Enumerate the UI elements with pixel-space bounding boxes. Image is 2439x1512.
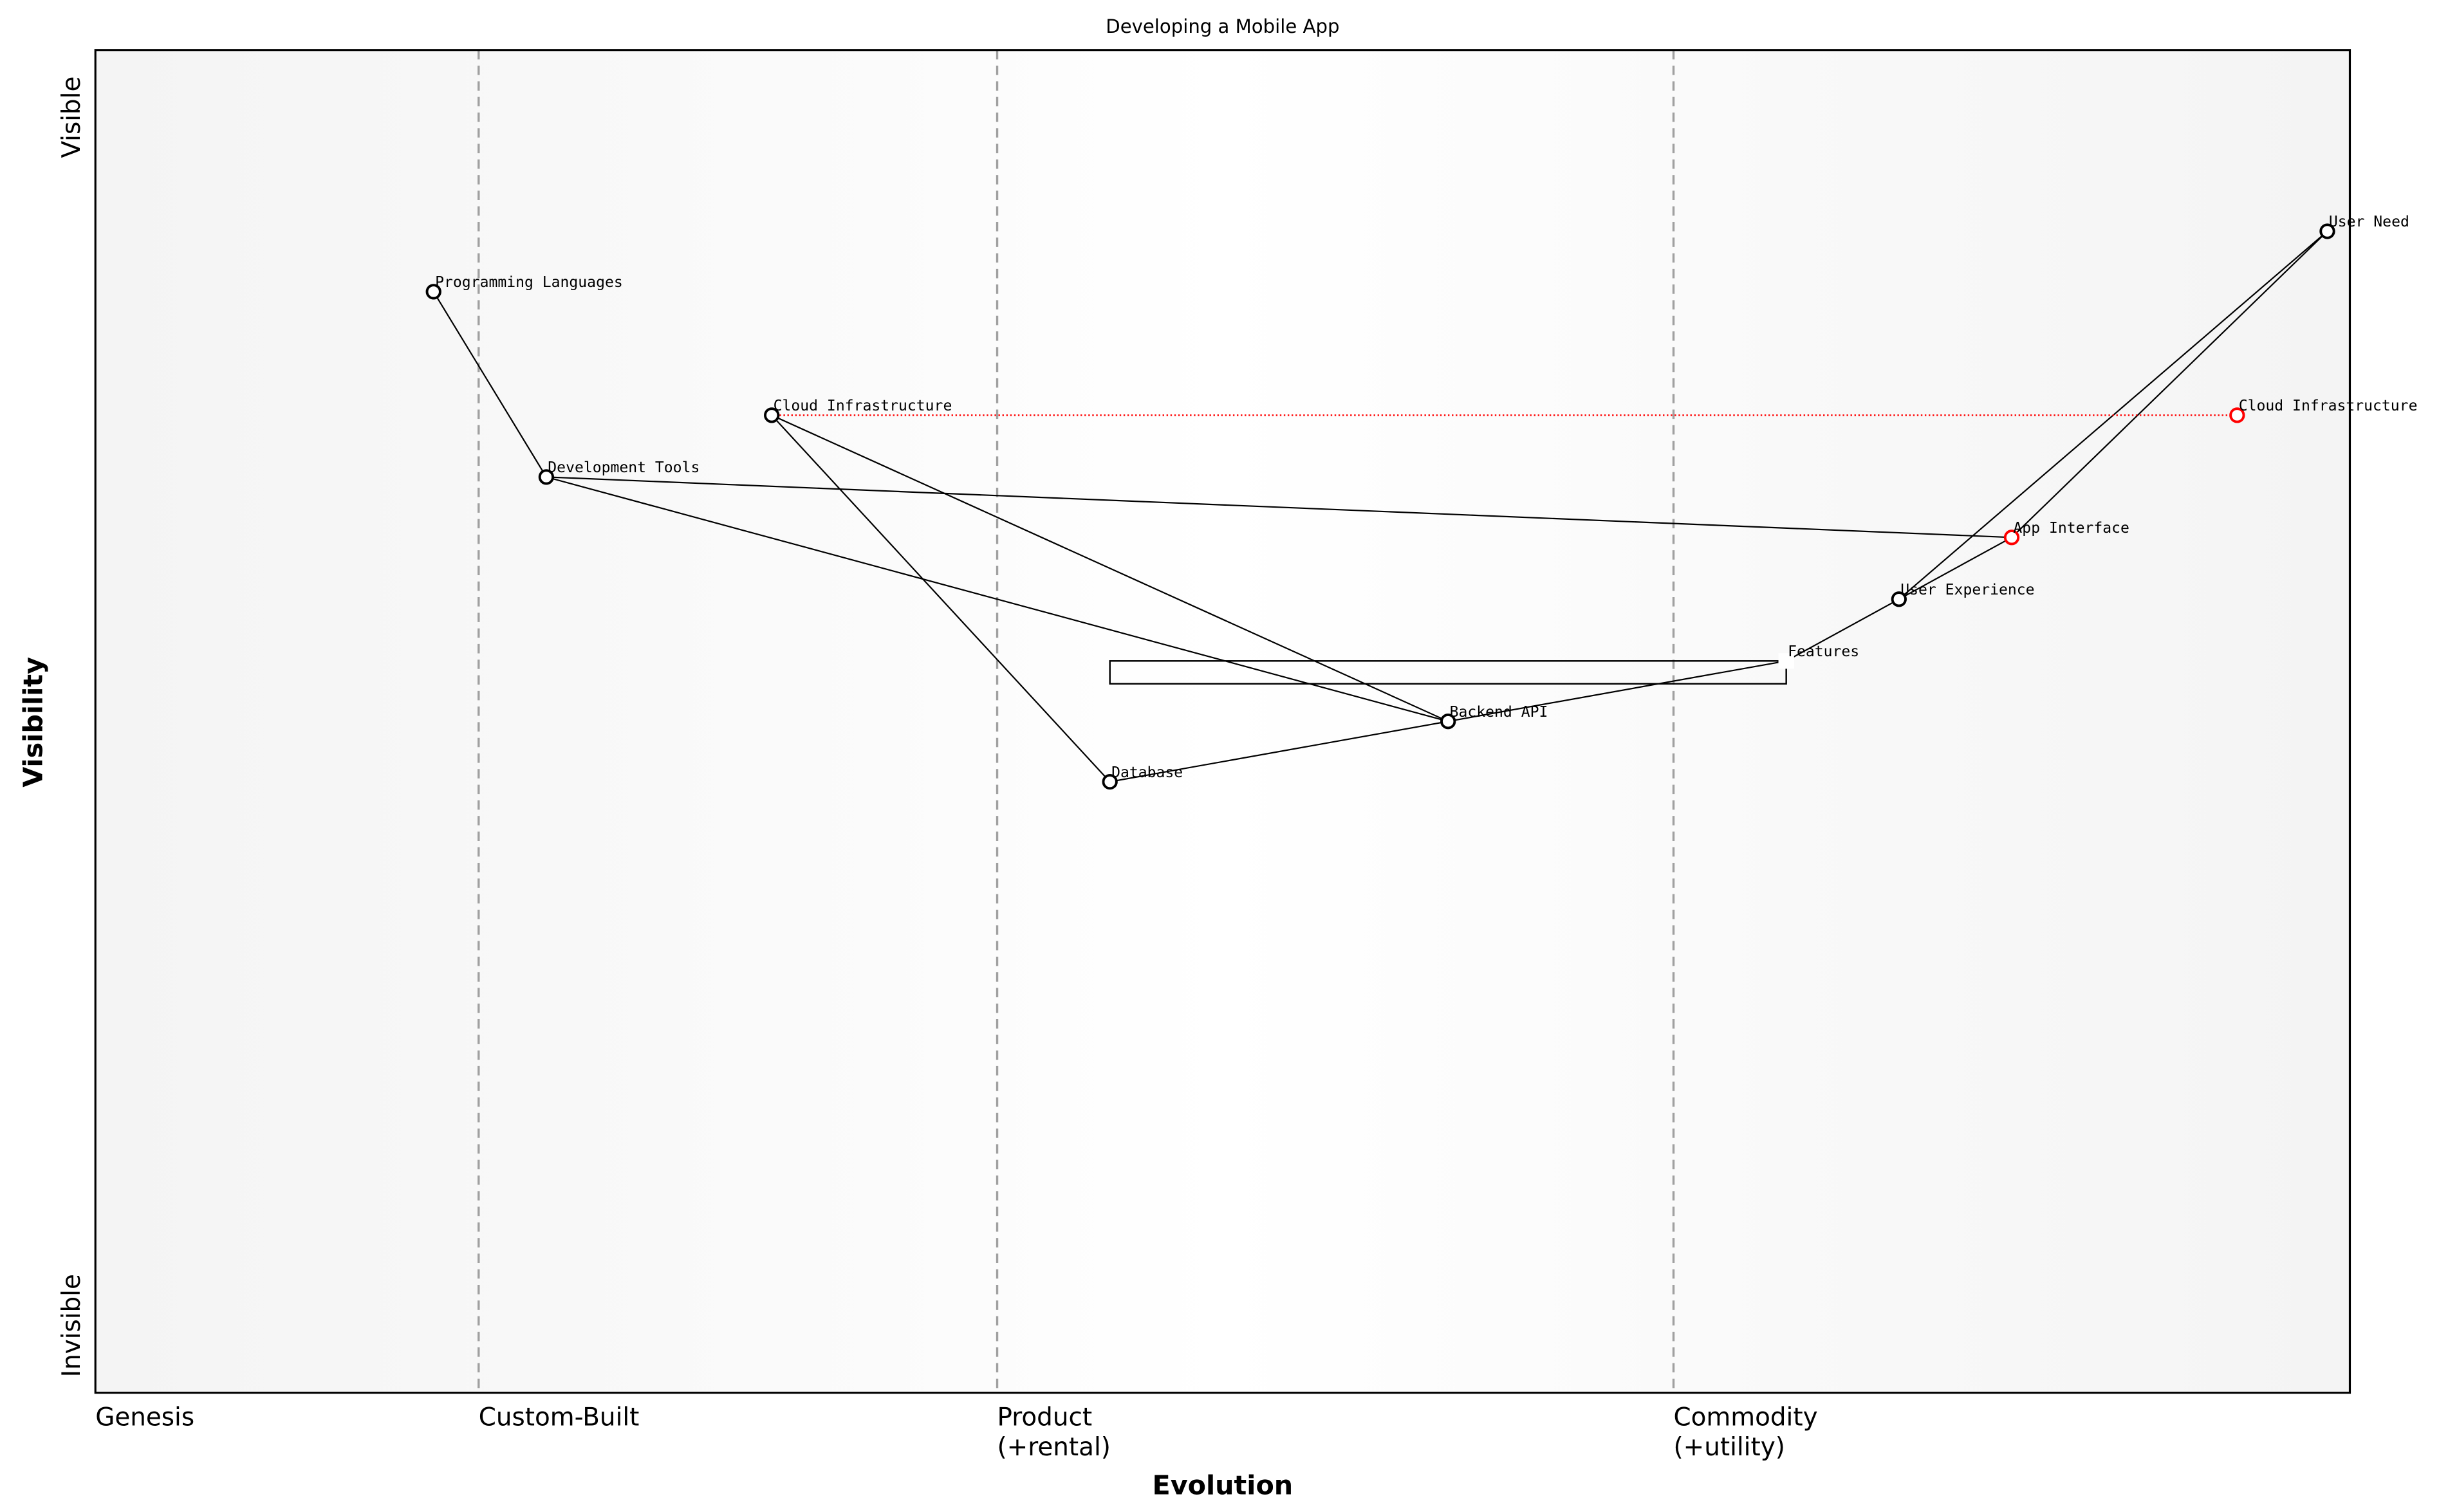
stage-label-line: Custom-Built [479,1403,640,1432]
component-marker [764,407,780,423]
chart-title: Developing a Mobile App [1106,15,1339,37]
component-marker [1891,591,1907,607]
x-axis-label: Evolution [1152,1470,1293,1501]
component-label: Backend API [1450,704,1548,721]
component-label: User Need [2329,214,2409,230]
component-label: Cloud Infrastructure [2239,398,2418,414]
link-cloud-api [771,414,1449,723]
link-api-feat [1447,660,1786,723]
component-marker [1778,653,1794,669]
link-cloud-db [771,414,1111,782]
component-marker [2319,223,2335,239]
stage-label-line: Product [997,1403,1093,1432]
component-label: Features [1788,643,1859,660]
component-label: App Interface [2013,520,2129,537]
component-label: Programming Languages [435,274,623,291]
plot-area [95,50,2350,1393]
component-label: User Experience [1900,582,2034,598]
pipeline-box [1109,660,1787,685]
stage-label-line: (+rental) [997,1433,1111,1462]
y-tick-label: Invisible [57,1274,86,1377]
link-app-need [2011,230,2328,539]
component-marker [425,284,441,300]
link-dev-api [546,476,1449,723]
link-feat-ux [1786,598,1900,662]
stage-label: Genesis [95,1403,194,1432]
component-marker [538,469,555,485]
link-dev-app [546,476,2012,539]
stage-label: Commodity (+utility) [1674,1403,1818,1462]
y-axis-label: Visibility [18,657,49,788]
component-marker [2229,407,2245,423]
link-ux-app [1898,537,2012,600]
component-label: Cloud Infrastructure [774,398,952,414]
y-tick-label: Visible [57,77,86,158]
component-marker [1440,714,1456,730]
stage-label-line: (+utility) [1674,1433,1785,1462]
component-marker [2003,530,2020,546]
plot-frame [94,49,2351,1394]
stage-label-line: Commodity [1674,1403,1818,1432]
stage-label: Product (+rental) [997,1403,1111,1462]
stage-label: Custom-Built [479,1403,640,1432]
component-label: Database [1111,764,1183,781]
link-prog-dev [432,291,547,477]
link-db-api [1109,721,1449,783]
component-label: Development Tools [548,459,700,476]
component-marker [1102,773,1118,790]
stage-label-line: Genesis [95,1403,194,1432]
